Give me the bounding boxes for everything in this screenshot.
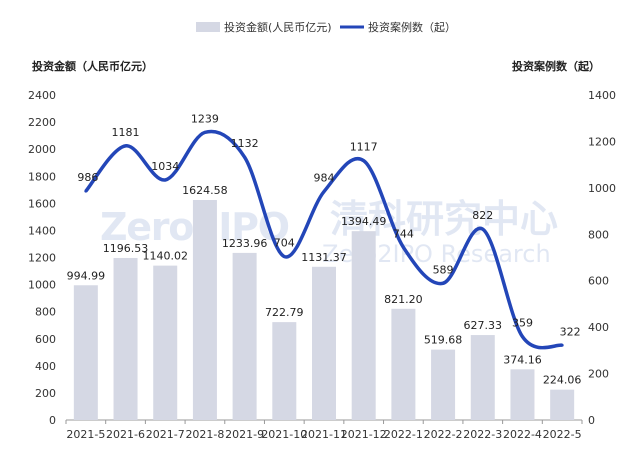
line-value-label: 359	[512, 317, 533, 330]
line-point	[520, 335, 524, 339]
legend-bar-label: 投资金额(人民币亿元)	[224, 20, 332, 34]
bar	[470, 335, 495, 420]
x-tick-label: 2021-10	[261, 428, 307, 441]
bar-value-label: 627.33	[464, 319, 503, 332]
bar	[113, 257, 138, 420]
bar	[272, 322, 297, 420]
bar	[510, 369, 535, 420]
y-left-tick-label: 2200	[28, 116, 56, 129]
bar	[153, 265, 178, 420]
bar-value-label: 519.68	[424, 334, 463, 347]
x-tick-label: 2022-3	[463, 428, 502, 441]
line-value-label: 589	[433, 263, 454, 276]
y-left-tick-label: 1600	[28, 197, 56, 210]
y-left-tick-label: 400	[35, 360, 56, 373]
line-value-label: 1117	[350, 141, 378, 154]
line-value-label: 984	[314, 172, 335, 185]
x-tick-label: 2021-9	[225, 428, 264, 441]
y-left-tick-label: 1400	[28, 224, 56, 237]
y-right-tick-label: 1000	[588, 182, 616, 195]
x-tick-label: 2021-8	[185, 428, 224, 441]
bar-value-label: 722.79	[265, 306, 304, 319]
line-value-label: 1132	[231, 137, 259, 150]
x-tick-label: 2021-6	[106, 428, 145, 441]
line-point	[84, 189, 88, 193]
bar-value-label: 1624.58	[182, 184, 228, 197]
y-left-tick-label: 1000	[28, 279, 56, 292]
y-left-tick-label: 800	[35, 306, 56, 319]
line-value-label: 986	[77, 171, 98, 184]
line-point	[362, 159, 366, 163]
line-point	[203, 130, 207, 134]
bar	[391, 308, 416, 420]
y-right-tick-label: 0	[588, 414, 595, 427]
line-value-label: 1034	[151, 160, 179, 173]
line-point	[401, 245, 405, 249]
y-left-tick-label: 600	[35, 333, 56, 346]
line-point	[322, 190, 326, 194]
y-right-tick-label: 800	[588, 228, 609, 241]
bar	[351, 231, 376, 420]
bar	[312, 266, 336, 420]
y-left-tick-label: 1800	[28, 170, 56, 183]
line-point	[243, 155, 247, 159]
bar-value-label: 1394.49	[341, 215, 387, 228]
x-tick-label: 2022-5	[543, 428, 582, 441]
line-point	[163, 178, 167, 182]
y-right-tick-label: 1400	[588, 89, 616, 102]
y-left-tick-label: 0	[49, 414, 56, 427]
y-left-tick-label: 1200	[28, 252, 56, 265]
bar	[550, 389, 575, 420]
line-point	[560, 343, 564, 347]
line-point	[481, 227, 485, 231]
bar-value-label: 1196.53	[103, 242, 149, 255]
y-right-tick-label: 200	[588, 368, 609, 381]
y-left-tick-label: 2000	[28, 143, 56, 156]
y-right-tick-label: 400	[588, 321, 609, 334]
y-left-tick-label: 200	[35, 387, 56, 400]
x-tick-label: 2022-4	[503, 428, 542, 441]
y-right-tick-label: 1200	[588, 135, 616, 148]
line-value-label: 1181	[112, 126, 140, 139]
bar	[73, 285, 98, 420]
x-tick-label: 2022-2	[424, 428, 463, 441]
line-value-label: 744	[393, 227, 414, 240]
bar-value-label: 821.20	[384, 293, 423, 306]
axes: 0200400600800100012001400160018002000220…	[28, 89, 616, 441]
line-value-label: 822	[472, 209, 493, 222]
bar-value-label: 374.16	[503, 353, 542, 366]
bar-series	[73, 200, 575, 420]
bar-value-label: 1140.02	[142, 250, 188, 263]
legend-line-label: 投资案例数（起）	[368, 20, 456, 34]
bar-value-label: 1233.96	[222, 237, 268, 250]
y-axis-right-title: 投资案例数（起）	[512, 59, 600, 73]
line-point	[441, 281, 445, 285]
line-value-label: 322	[560, 325, 581, 338]
y-left-tick-label: 2400	[28, 89, 56, 102]
bar	[431, 349, 456, 420]
x-tick-label: 2021-12	[341, 428, 387, 441]
bar-value-label: 224.06	[543, 374, 582, 387]
x-tick-label: 2022-1	[384, 428, 423, 441]
line-series	[84, 129, 564, 350]
line-point	[282, 255, 286, 259]
y-right-tick-label: 600	[588, 275, 609, 288]
line-value-label: 1239	[191, 112, 219, 125]
bar-value-label: 994.99	[67, 269, 106, 282]
bar	[232, 252, 257, 420]
bar	[192, 200, 217, 420]
bar-value-label: 1131.37	[301, 251, 347, 264]
legend-bar-swatch	[196, 22, 220, 32]
y-axis-left-title: 投资金额（人民币亿元）	[32, 59, 153, 73]
line-value-label: 704	[274, 237, 295, 250]
x-tick-label: 2021-7	[146, 428, 185, 441]
x-tick-label: 2021-11	[301, 428, 347, 441]
legend: 投资金额(人民币亿元) 投资案例数（起）	[196, 20, 456, 34]
x-tick-label: 2021-5	[66, 428, 105, 441]
line-point	[124, 144, 128, 148]
